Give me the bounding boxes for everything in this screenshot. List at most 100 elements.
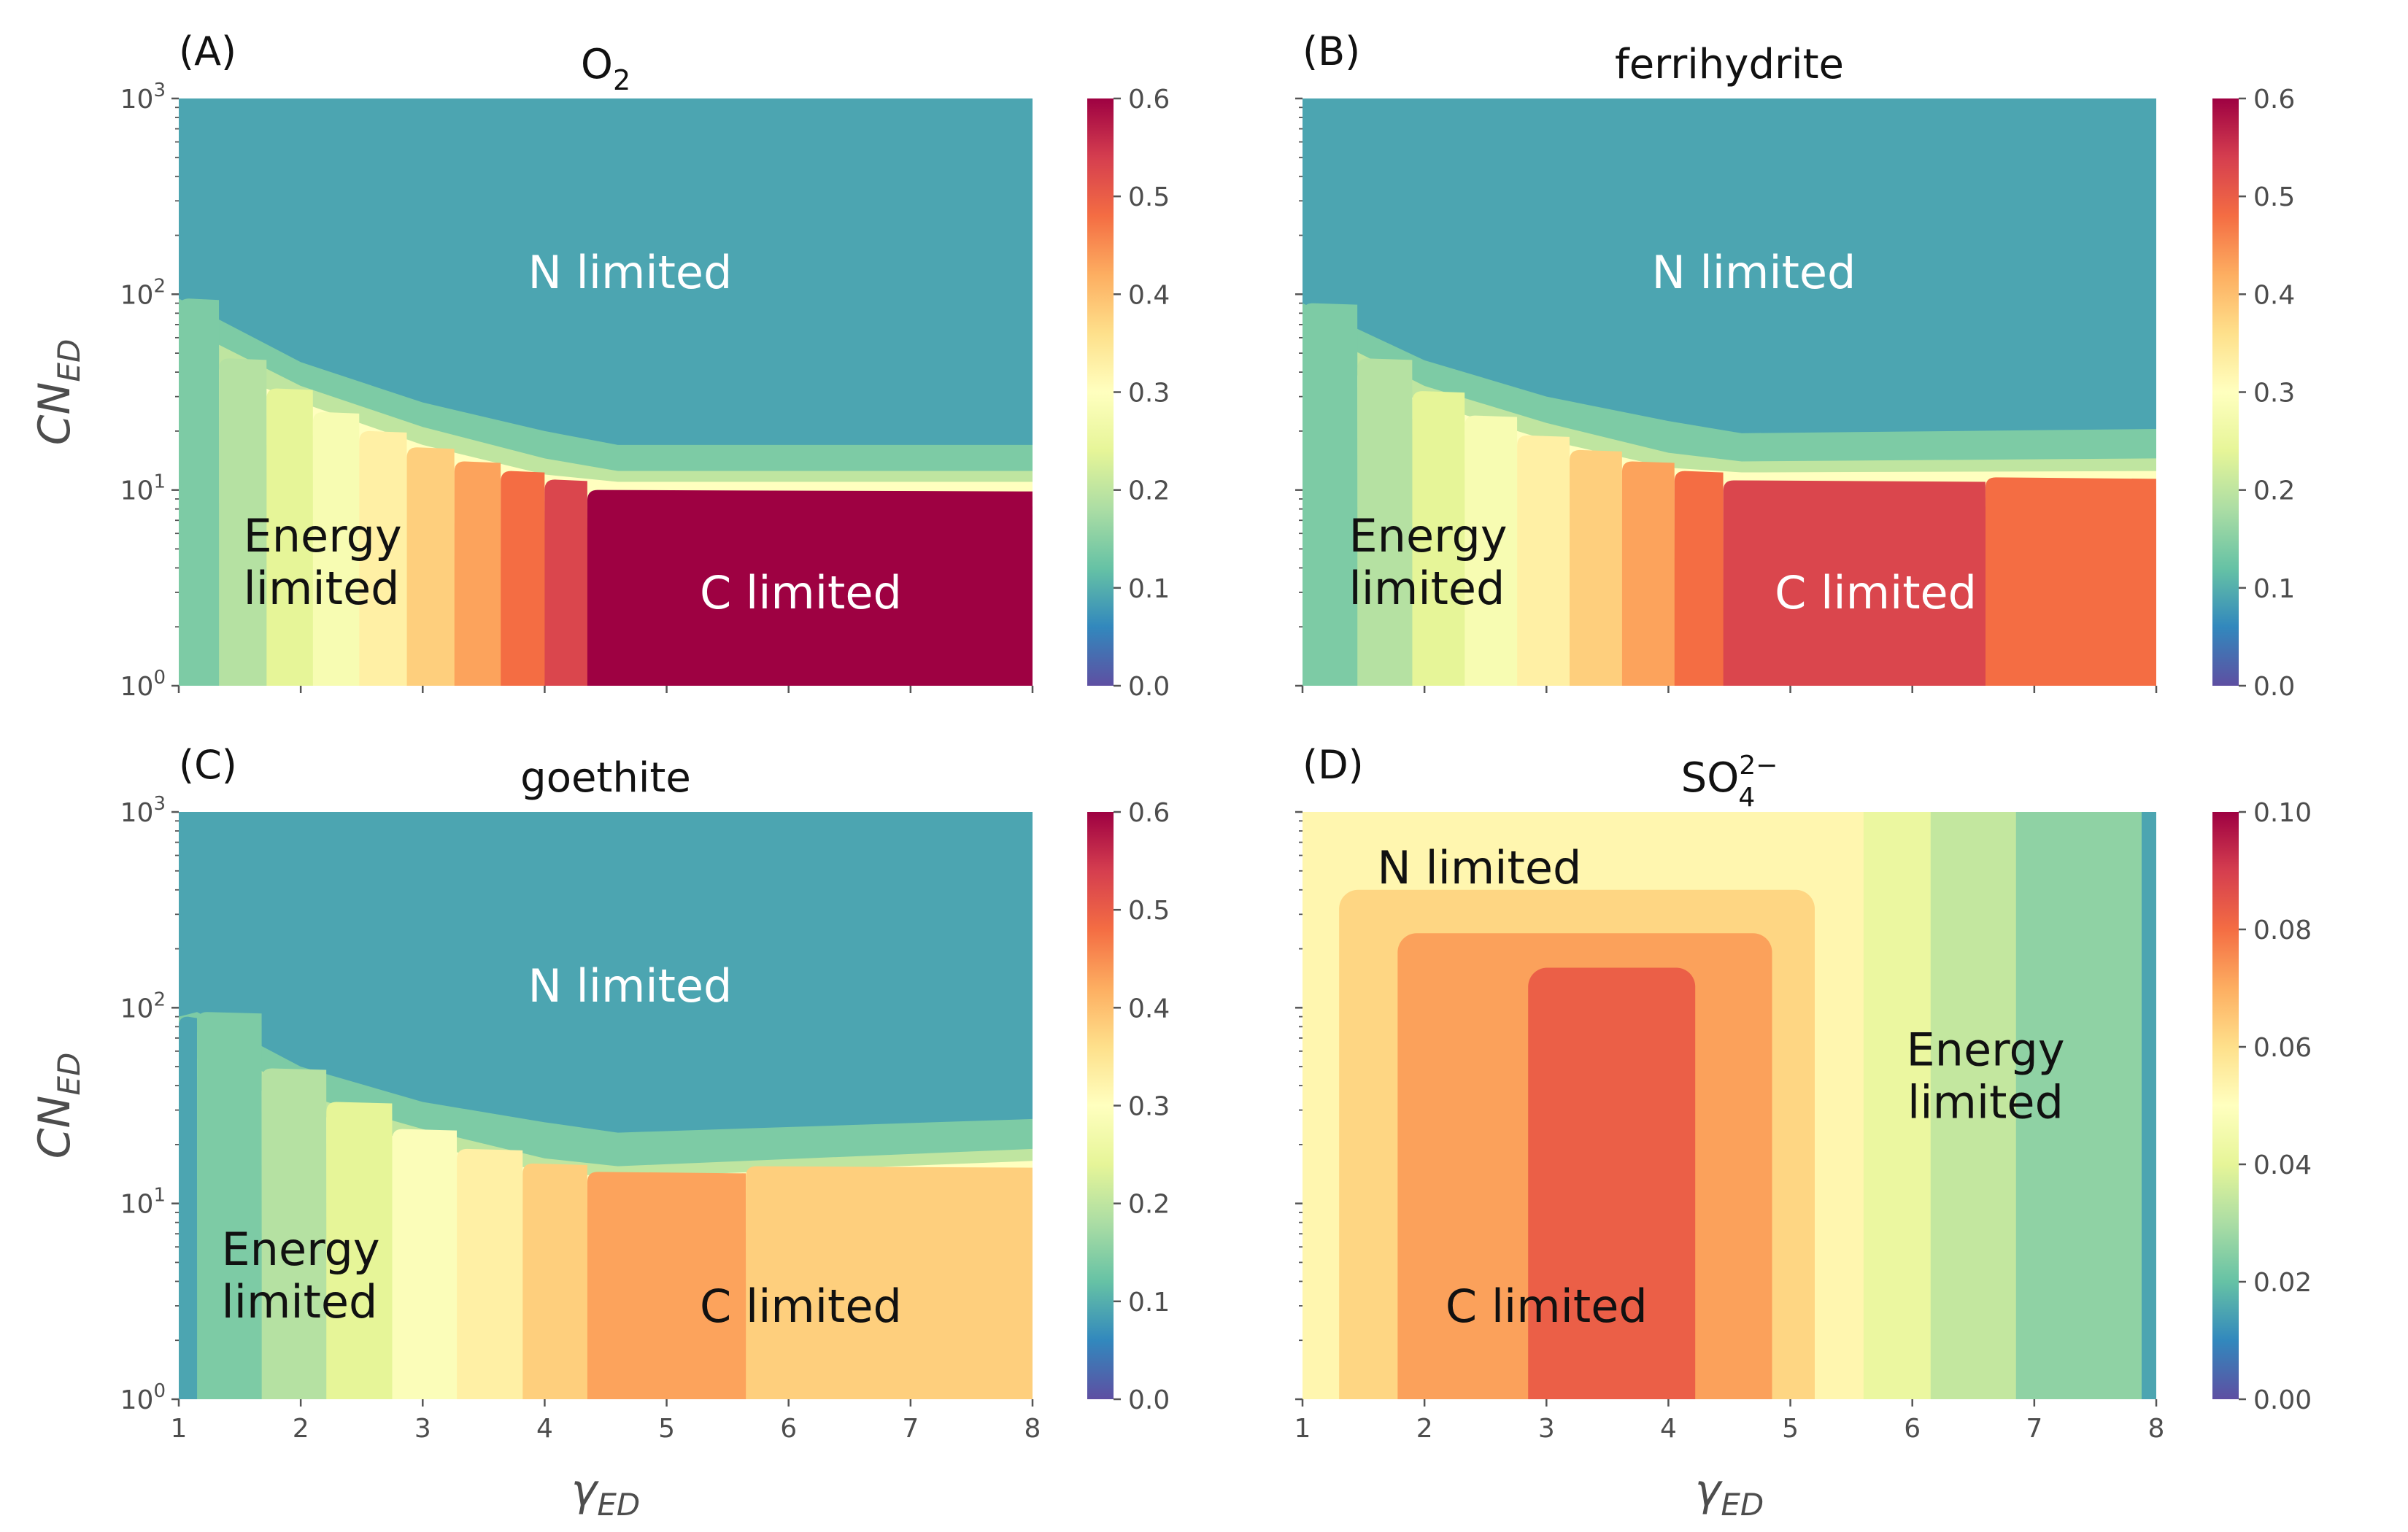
colorbar: 0.0 0.1 0.2 0.3 0.4 0.5 0.6 — [1087, 798, 1170, 1415]
x-axis-label: γED — [1695, 1465, 1764, 1523]
heatmap-strip-0 — [179, 298, 220, 686]
region-label-2: C limited — [1775, 566, 1977, 619]
heatmap-vstrip-0 — [1863, 812, 1932, 1399]
heatmap-strip-4 — [359, 430, 408, 686]
colorbar-tick-label: 0.1 — [1128, 1288, 1170, 1318]
x-tick-label: 7 — [2026, 1414, 2042, 1444]
colorbar-tick-label: 0.5 — [1128, 896, 1170, 926]
region-label-1: limited — [222, 1275, 378, 1328]
region-label-1: Energy — [1906, 1023, 2064, 1076]
region-label-2: C limited — [1446, 1280, 1648, 1333]
colorbar-tick-label: 0.2 — [2253, 476, 2295, 506]
region-label-1: limited — [244, 562, 400, 615]
heatmap-block-2 — [1528, 967, 1696, 1399]
panel-title: O2 — [581, 41, 630, 96]
x-tick-label: 8 — [1024, 1414, 1041, 1444]
heatmap-area — [1303, 812, 2156, 1399]
region-label-2: C limited — [700, 1280, 902, 1333]
heatmap-strip-4 — [1517, 435, 1570, 686]
y-axis — [1295, 811, 1303, 1401]
x-axis-label: γED — [571, 1465, 640, 1523]
region-label-0: N limited — [1651, 246, 1856, 299]
colorbar-tick-label: 0.6 — [2253, 85, 2295, 115]
heatmap-strip-1 — [1357, 358, 1413, 686]
colorbar-gradient — [1087, 812, 1114, 1399]
x-tick-label: 1 — [171, 1414, 188, 1444]
region-label-0: N limited — [528, 246, 732, 299]
colorbar-tick-label: 0.3 — [1128, 1092, 1170, 1122]
heatmap-strip-5 — [1570, 449, 1623, 686]
heatmap-strip-8 — [544, 479, 588, 686]
y-tick-label: 101 — [120, 471, 166, 506]
heatmap-strip-7 — [501, 471, 546, 686]
colorbar-tick-label: 0.2 — [1128, 1190, 1170, 1220]
panel-letter: (B) — [1303, 28, 1360, 74]
panel-letter: (D) — [1303, 742, 1364, 788]
x-tick-label: 5 — [658, 1414, 675, 1444]
colorbar-tick-label: 0.0 — [2253, 672, 2295, 702]
y-tick-label: 103 — [120, 793, 166, 828]
colorbar-tick-label: 0.5 — [2253, 182, 2295, 212]
heatmap-strip-3 — [326, 1102, 393, 1399]
colorbar-tick-label: 0.3 — [1128, 379, 1170, 409]
x-tick-label: 3 — [1538, 1414, 1555, 1444]
panel-letter: (A) — [179, 28, 236, 74]
heatmap-strip-2 — [266, 388, 314, 686]
colorbar-tick-label: 0.4 — [1128, 280, 1170, 310]
x-axis: 1 2 3 4 5 6 7 8 γED — [1294, 1399, 2165, 1523]
x-tick-label: 8 — [2148, 1414, 2165, 1444]
colorbar-tick-label: 0.0 — [1128, 672, 1170, 702]
colorbar-tick-label: 0.08 — [2253, 916, 2312, 945]
heatmap-strip-3 — [312, 411, 360, 686]
heatmap-strip-4 — [392, 1129, 458, 1399]
colorbar-tick-label: 0.10 — [2253, 798, 2312, 828]
y-tick-label: 102 — [120, 989, 166, 1024]
chart-panel-2: 100 101 102 103 1 2 3 4 5 6 7 8 γED CNED goethite (C) N … — [29, 742, 1170, 1523]
chart-panel-0: 100 101 102 103 CNED O2 (A) N limited Energylimi… — [29, 28, 1170, 702]
x-tick-label: 2 — [293, 1414, 309, 1444]
y-tick-label: 102 — [120, 275, 166, 310]
colorbar-tick-label: 0.06 — [2253, 1033, 2312, 1063]
region-label-1: Energy — [222, 1223, 380, 1276]
colorbar-gradient — [1087, 98, 1114, 686]
colorbar-tick-label: 0.6 — [1128, 85, 1170, 115]
x-tick-label: 7 — [902, 1414, 919, 1444]
colorbar-tick-label: 0.5 — [1128, 182, 1170, 212]
panel-letter: (C) — [179, 742, 237, 788]
region-label-0: N limited — [1377, 841, 1581, 894]
heatmap-strip-6 — [454, 461, 501, 686]
colorbar: 0.0 0.1 0.2 0.3 0.4 0.5 0.6 — [1087, 85, 1170, 702]
y-axis-label: CNED — [29, 339, 87, 446]
x-tick-label: 1 — [1294, 1414, 1311, 1444]
region-label-1: Energy — [1349, 509, 1508, 562]
colorbar: 0.0 0.1 0.2 0.3 0.4 0.5 0.6 — [2212, 85, 2295, 702]
y-axis — [1295, 97, 1303, 687]
y-axis: 100 101 102 103 — [120, 793, 179, 1415]
x-tick-label: 5 — [1782, 1414, 1799, 1444]
colorbar-tick-label: 0.02 — [2253, 1268, 2312, 1298]
heatmap-strip-2 — [261, 1068, 327, 1399]
y-tick-label: 100 — [120, 1380, 166, 1415]
colorbar-tick-label: 0.0 — [1128, 1385, 1170, 1415]
colorbar-gradient — [2212, 812, 2239, 1399]
colorbar-tick-label: 0.00 — [2253, 1385, 2312, 1415]
heatmap-strip-9 — [587, 490, 1033, 686]
x-tick-label: 2 — [1416, 1414, 1433, 1444]
colorbar-tick-label: 0.2 — [1128, 476, 1170, 506]
region-label-1: Energy — [244, 509, 402, 562]
heatmap-strip-9 — [1986, 477, 2156, 686]
colorbar-gradient — [2212, 98, 2239, 686]
y-tick-label: 103 — [120, 80, 166, 115]
colorbar-tick-label: 0.1 — [2253, 574, 2295, 604]
x-axis: 1 2 3 4 5 6 7 8 γED — [171, 1399, 1041, 1523]
x-tick-label: 4 — [1660, 1414, 1677, 1444]
heatmap-strip-8 — [746, 1166, 1033, 1399]
x-tick-label: 6 — [1904, 1414, 1921, 1444]
heatmap-vstrip-3 — [2141, 812, 2156, 1399]
heatmap-strip-6 — [1621, 461, 1675, 686]
colorbar: 0.00 0.02 0.04 0.06 0.08 0.10 — [2212, 798, 2312, 1415]
colorbar-tick-label: 0.4 — [2253, 280, 2295, 310]
chart-panel-3: 1 2 3 4 5 6 7 8 γED SO2− 4 (D) N limited Energylimite… — [1294, 742, 2312, 1523]
heatmap-strip-7 — [1674, 471, 1724, 686]
colorbar-tick-label: 0.4 — [1128, 994, 1170, 1024]
